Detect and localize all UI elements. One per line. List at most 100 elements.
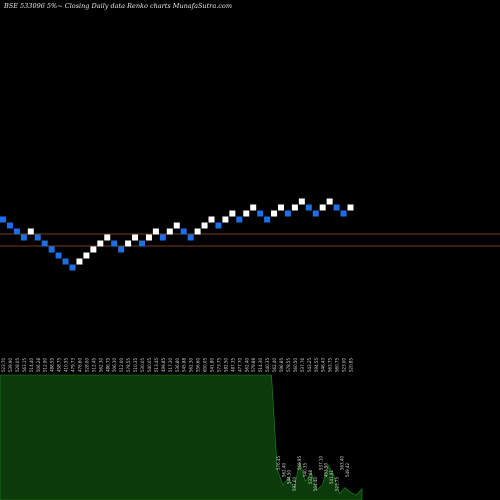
price-label: 540.05 xyxy=(147,358,152,372)
renko-brick-up xyxy=(278,204,284,211)
price-label: 539.90 xyxy=(8,358,13,372)
volume-price-label: 523.75 xyxy=(334,477,339,491)
price-label: 512.45 xyxy=(91,358,96,372)
price-label: 506.28 xyxy=(36,358,41,372)
renko-brick-down xyxy=(6,222,13,229)
renko-brick-up xyxy=(27,228,34,235)
renko-brick-down xyxy=(13,228,20,235)
price-label: 513.45 xyxy=(154,358,159,372)
price-label: 594.55 xyxy=(314,358,319,372)
renko-brick-down xyxy=(180,228,187,235)
price-label: 512.00 xyxy=(119,358,124,372)
volume-price-label: 576.45 xyxy=(276,456,281,470)
renko-brick-down xyxy=(187,234,194,241)
renko-brick-up xyxy=(347,204,354,211)
renko-brick-up xyxy=(76,258,83,265)
volume-price-label: 549.42 xyxy=(345,463,350,477)
renko-brick-down xyxy=(284,210,291,217)
price-label: 517.30 xyxy=(168,358,173,372)
price-label: 540.35 xyxy=(265,358,270,372)
renko-brick-up xyxy=(173,222,180,229)
renko-brick-up xyxy=(83,252,90,259)
price-label: 562.30 xyxy=(98,358,103,372)
price-label: 543.25 xyxy=(307,358,312,372)
price-label: 573.75 xyxy=(216,358,221,372)
price-label: 560.75 xyxy=(335,358,340,372)
renko-brick-down xyxy=(159,234,166,241)
renko-brick-up xyxy=(326,198,333,205)
renko-brick-up xyxy=(194,228,201,235)
renko-brick-down xyxy=(257,210,264,217)
renko-brick-down xyxy=(34,234,41,241)
volume-price-label: 532.08 xyxy=(308,470,313,484)
price-label: 499.85 xyxy=(161,358,166,372)
renko-brick-up xyxy=(166,228,173,235)
renko-brick-up xyxy=(152,228,159,235)
renko-brick-down xyxy=(340,210,347,217)
renko-brick-down xyxy=(55,252,62,259)
price-label: 545.88 xyxy=(182,358,187,372)
renko-brick-up xyxy=(208,216,215,223)
volume-price-label: 541.91 xyxy=(329,470,334,484)
renko-brick-up xyxy=(132,234,139,241)
renko-brick-up xyxy=(104,234,111,241)
price-label: 514.40 xyxy=(29,358,34,372)
price-label: 486.75 xyxy=(105,358,110,372)
renko-brick-up xyxy=(125,240,132,247)
price-label: 582.50 xyxy=(223,358,228,372)
renko-brick-down xyxy=(333,204,340,211)
price-label: 596.85 xyxy=(279,358,284,372)
volume-area xyxy=(0,374,363,500)
volume-price-label: 537.10 xyxy=(318,456,323,470)
renko-brick-down xyxy=(215,222,222,229)
price-label: 458.75 xyxy=(57,358,62,372)
chart-title: BSE 533096 5%~ Closing Daily data Renko … xyxy=(4,2,232,10)
price-label: 546.43 xyxy=(321,358,326,372)
volume-price-label: 504.40 xyxy=(313,477,318,491)
price-label: 520.85 xyxy=(349,358,354,372)
price-label: 488.55 xyxy=(50,358,55,372)
renko-brick-up xyxy=(291,204,298,211)
volume-price-label: 453.90 xyxy=(324,463,329,477)
price-label: 512.90 xyxy=(43,358,48,372)
renko-brick-down xyxy=(305,204,312,211)
volume-price-label: 562.40 xyxy=(281,463,286,477)
renko-brick-up xyxy=(271,210,278,217)
renko-brick-up xyxy=(298,198,305,205)
price-label: 514.30 xyxy=(258,358,263,372)
price-label: 510.35 xyxy=(133,358,138,372)
price-label: 562.30 xyxy=(189,358,194,372)
volume-price-label: 592.60 xyxy=(292,477,297,491)
volume-price-label: 544.50 xyxy=(287,470,292,484)
renko-brick-down xyxy=(48,246,55,253)
renko-brick-down xyxy=(20,234,27,241)
price-label: 578.55 xyxy=(286,358,291,372)
renko-brick-down xyxy=(41,240,48,247)
renko-brick-down xyxy=(118,246,125,253)
price-label: 579.88 xyxy=(251,358,256,372)
price-label: 476.60 xyxy=(77,358,82,372)
price-label: 479.73 xyxy=(71,358,76,372)
price-label: 477.70 xyxy=(237,358,242,372)
renko-brick-up xyxy=(250,204,257,211)
price-label: 536.80 xyxy=(175,358,180,372)
renko-brick-down xyxy=(0,216,6,223)
price-label: 537.76 xyxy=(300,358,305,372)
renko-brick-down xyxy=(139,240,145,247)
price-label: 578.55 xyxy=(126,358,131,372)
volume-price-label: 569.95 xyxy=(297,456,302,470)
price-label: 523.70 xyxy=(1,358,6,372)
renko-brick-up xyxy=(229,210,236,217)
renko-brick-up xyxy=(90,246,97,253)
price-label: 556.60 xyxy=(196,358,201,372)
renko-brick-up xyxy=(319,204,326,211)
price-label: 523.00 xyxy=(342,358,347,372)
renko-brick-up xyxy=(243,210,250,217)
price-label: 562.40 xyxy=(272,358,277,372)
volume-price-label: 563.40 xyxy=(340,456,345,470)
renko-brick-up xyxy=(222,216,229,223)
renko-brick-up xyxy=(201,222,208,229)
renko-brick-down xyxy=(236,216,243,223)
